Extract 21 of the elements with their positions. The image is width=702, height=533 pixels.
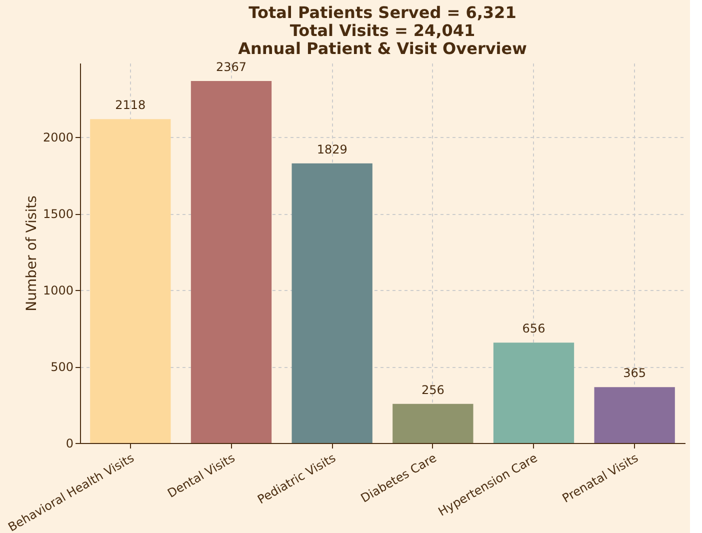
text: Total Visits = 24,041: [290, 21, 476, 40]
data-label: 2118: [115, 98, 146, 112]
data-label: 256: [421, 382, 444, 397]
bar: [594, 387, 675, 443]
data-label: 1829: [316, 142, 348, 156]
bar: [90, 119, 171, 443]
data-label: 365: [623, 366, 646, 380]
y-tick-label: 1500: [42, 207, 74, 222]
text: Annual Patient & Visit Overview: [238, 39, 527, 58]
data-label: 2367: [216, 60, 247, 74]
bar: [190, 81, 272, 443]
y-tick-label: 500: [50, 360, 74, 374]
data-label: 656: [522, 322, 546, 336]
y-axis-title: Number of Visits: [24, 196, 40, 312]
y-tick-label: 2000: [42, 130, 74, 145]
y-tick-label: 0: [66, 436, 74, 450]
bar: [292, 163, 372, 443]
y-tick-label: 1000: [42, 284, 74, 298]
chart-title: Total Patients Served = 6,321: [248, 3, 516, 22]
bar: [493, 342, 574, 443]
bar: [392, 404, 474, 443]
